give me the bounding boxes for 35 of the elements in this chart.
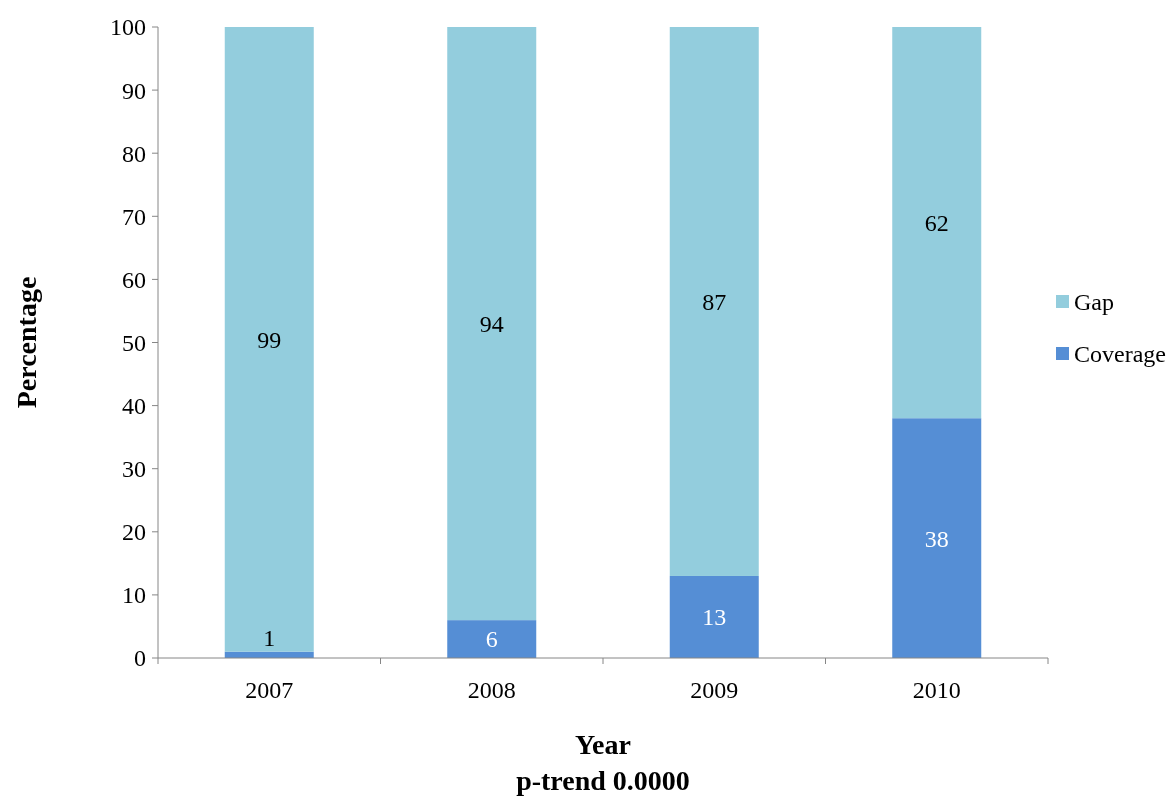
bar [669, 575, 759, 658]
x-tick-label: 2009 [690, 677, 739, 703]
y-axis-title: Percentage [11, 276, 42, 409]
x-tick-label: 2007 [245, 677, 294, 703]
data-label: 38 [924, 525, 949, 552]
y-tick-label: 90 [122, 77, 146, 104]
data-label: 62 [924, 210, 949, 237]
data-label: 1 [263, 624, 276, 651]
x-tick-label: 2010 [912, 677, 961, 703]
legend-label: Gap [1074, 289, 1114, 316]
y-tick-label: 100 [110, 14, 146, 41]
y-tick-label: 0 [134, 645, 146, 672]
y-tick-label: 20 [122, 519, 146, 546]
data-label: 87 [702, 288, 727, 315]
data-label: 13 [702, 604, 727, 631]
y-tick-label: 40 [122, 393, 146, 419]
bar [669, 27, 759, 576]
data-label: 99 [257, 326, 282, 353]
bar [892, 27, 982, 419]
y-tick-label: 70 [122, 203, 146, 230]
y-tick-label: 30 [122, 456, 146, 483]
y-tick-label: 50 [122, 329, 146, 356]
legend-label: Coverage [1074, 341, 1166, 368]
y-tick-label: 10 [122, 582, 146, 609]
y-tick-label: 80 [122, 140, 146, 167]
x-axis-title: Year [575, 729, 631, 760]
bar [892, 418, 982, 658]
bar [447, 27, 537, 621]
text: p-trend 0.0000 [516, 765, 690, 796]
x-tick-label: 2008 [467, 677, 516, 703]
y-tick-label: 60 [122, 266, 146, 293]
bar [447, 620, 537, 658]
bar [224, 27, 314, 652]
data-label: 6 [485, 626, 498, 653]
data-label: 94 [479, 310, 504, 337]
